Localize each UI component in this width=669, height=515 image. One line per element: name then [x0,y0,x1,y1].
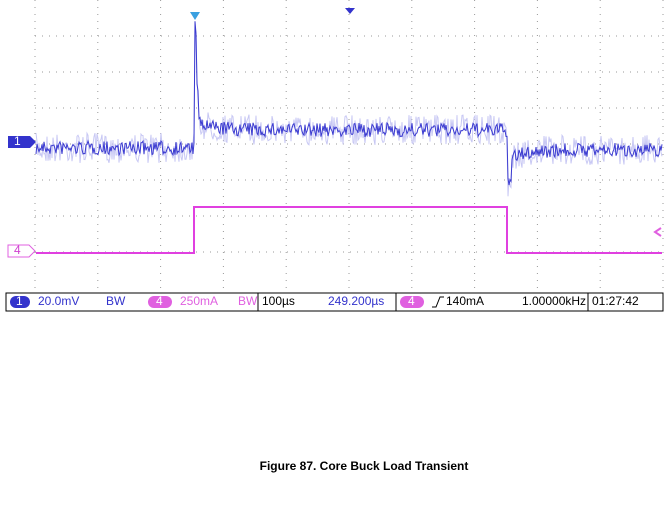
frequency: 1.00000kHz [522,294,586,308]
ch4-trace [36,206,662,254]
status-bar: 1 20.0mV BW 4 250mA BW 100µs 249.200µs 4… [5,292,664,312]
ch1-badge [10,296,30,308]
ch4-number: 4 [156,294,163,308]
ch1-number: 1 [16,294,23,308]
caption: Figure 87. Core Buck Load Transient [260,459,469,473]
trigger-edge-icon [432,296,444,308]
ch4-scale: 250mA [180,294,218,308]
clock-box [587,292,664,312]
trigger-channel: 4 [408,294,415,308]
clock: 01:27:42 [592,294,639,308]
trigger-pos-marker [190,12,200,20]
trigger-level-marker [653,227,662,237]
plot-area [35,0,663,288]
trigger-badge [400,296,424,308]
ch1-marker-label: 1 [14,134,21,148]
waveforms [35,21,663,254]
ch1-trace [35,21,663,186]
delay: 249.200µs [328,294,384,308]
ch4-marker [7,244,36,258]
ch4-bw: BW [238,294,258,308]
ch1-bw: BW [106,294,126,308]
center-marker [345,8,355,14]
ch1-scale: 20.0mV [38,294,79,308]
ch1-marker [8,136,36,148]
ch4-badge [148,296,172,308]
trigger-level: 140mA [446,294,484,308]
timebase: 100µs [262,294,295,308]
ch4-marker-label: 4 [14,243,21,257]
